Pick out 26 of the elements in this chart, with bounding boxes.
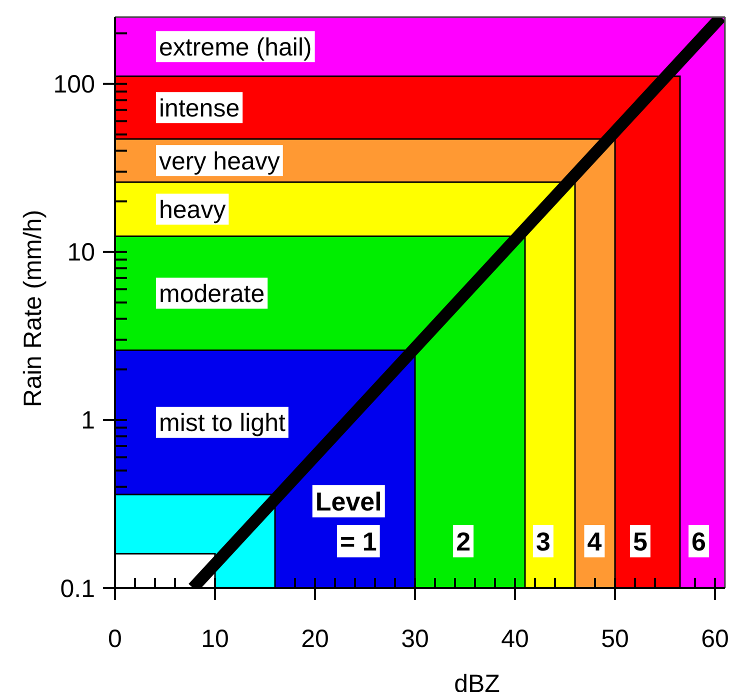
x-tick-label: 40 xyxy=(501,624,529,653)
annotation: 3 xyxy=(536,526,550,556)
annotation: 5 xyxy=(632,526,648,556)
x-tick-label: 60 xyxy=(701,624,729,653)
annotation: = 1 xyxy=(340,526,377,556)
x-tick-label: 0 xyxy=(108,624,122,653)
y-tick-label: 1 xyxy=(81,406,95,435)
series-label: heavy xyxy=(159,196,226,224)
series-label: mist to light xyxy=(159,409,286,438)
x-tick-label: 30 xyxy=(401,624,429,653)
annotation: 2 xyxy=(456,526,471,556)
x-tick-label: 50 xyxy=(601,624,629,653)
annotation: 4 xyxy=(587,526,602,556)
y-axis-title: Rain Rate (mm/h) xyxy=(18,210,47,408)
y-tick-label: 100 xyxy=(53,70,95,99)
x-axis-title: dBZ xyxy=(454,670,500,698)
series-label: intense xyxy=(159,94,240,122)
series-label: very heavy xyxy=(159,147,280,176)
y-tick-label: 10 xyxy=(67,238,95,267)
y-tick-label: 0.1 xyxy=(60,574,95,603)
annotation: 6 xyxy=(692,526,706,556)
annotation: Level xyxy=(315,486,382,516)
series-label: extreme (hail) xyxy=(159,33,312,62)
x-tick-label: 20 xyxy=(301,624,329,653)
series-label: moderate xyxy=(159,280,265,308)
x-tick-label: 10 xyxy=(201,624,229,653)
